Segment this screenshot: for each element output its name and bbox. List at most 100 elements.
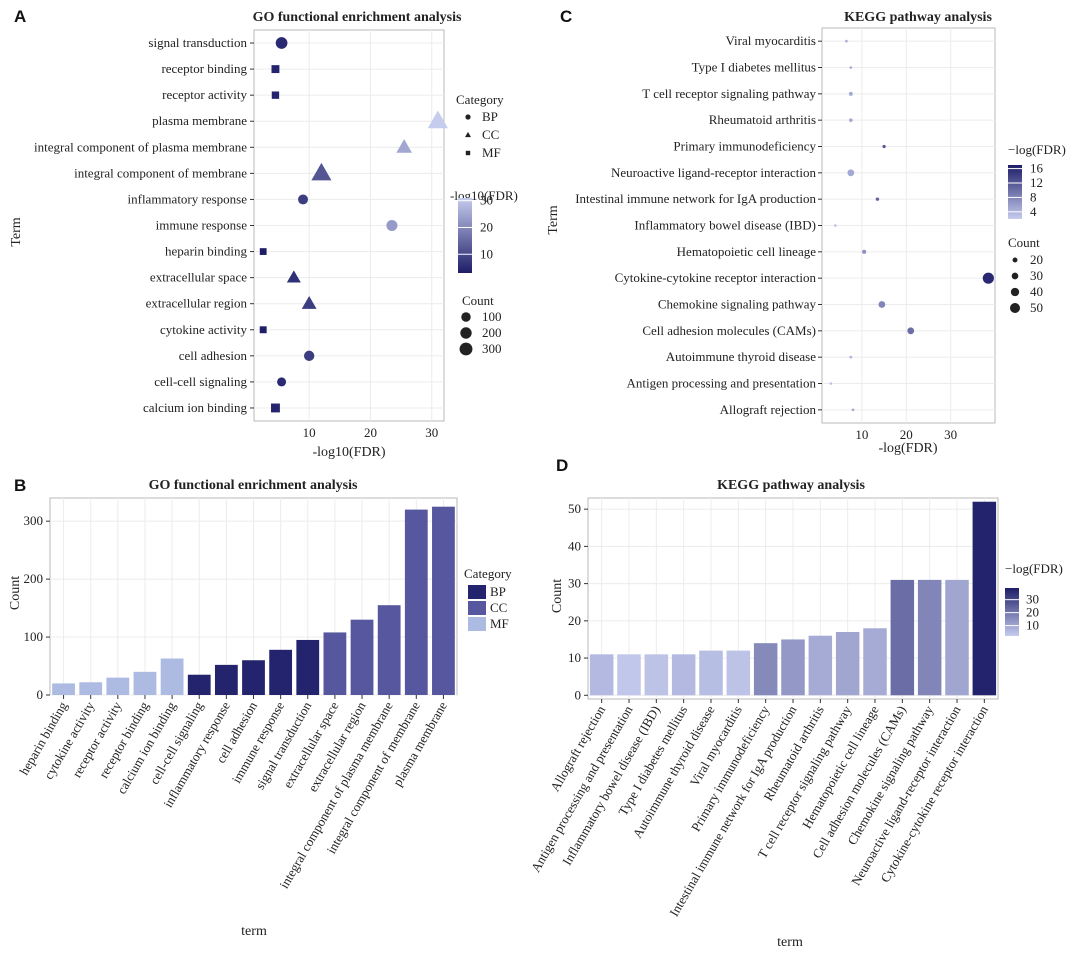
panel-c-colorbar-label: 4 bbox=[1030, 204, 1037, 219]
panel-c-point bbox=[878, 301, 886, 308]
panel-a-term-label: cell adhesion bbox=[179, 348, 248, 363]
panel-b-ytick-label: 0 bbox=[37, 687, 44, 702]
panel-a-term-label: receptor activity bbox=[162, 87, 247, 102]
panel-d-bar bbox=[890, 579, 915, 696]
panel-d-bar bbox=[753, 643, 778, 696]
panel-d-colorbar bbox=[1005, 588, 1019, 636]
panel-a-legend-size-key bbox=[461, 312, 471, 322]
panel-b-title: GO functional enrichment analysis bbox=[149, 478, 358, 493]
panel-a-legend-size-key bbox=[460, 327, 472, 339]
panel-a-term-label: calcium ion binding bbox=[143, 400, 247, 415]
panel-d-bar bbox=[917, 579, 942, 696]
panel-d-ylabel: Count bbox=[550, 579, 565, 613]
panel-c-term-label: T cell receptor signaling pathway bbox=[642, 86, 816, 101]
panel-c-legend-size-key bbox=[1009, 302, 1021, 314]
panel-d-bar bbox=[589, 654, 614, 696]
panel-a-legend-size-label: 200 bbox=[482, 325, 502, 340]
panel-c-colorbar-label: 16 bbox=[1030, 161, 1044, 176]
panel-a-point bbox=[386, 219, 398, 232]
panel-c-point bbox=[875, 197, 880, 201]
panel-a-xlabel: -log10(FDR) bbox=[312, 445, 385, 460]
panel-b-bar bbox=[133, 671, 157, 695]
panel-b-bar bbox=[404, 509, 428, 695]
panel-c-xtick-label: 10 bbox=[855, 427, 868, 442]
panel-a-legend-size-title: Count bbox=[462, 293, 494, 308]
panel-a-legend-category-key bbox=[465, 131, 471, 138]
panel-d-title: KEGG pathway analysis bbox=[717, 478, 865, 493]
panel-c-term-label: Cell adhesion molecules (CAMs) bbox=[642, 323, 816, 338]
panel-a-point bbox=[304, 350, 315, 361]
panel-c-term-label: Chemokine signaling pathway bbox=[658, 297, 817, 312]
panel-c-term-label: Inflammatory bowel disease (IBD) bbox=[634, 218, 816, 233]
panel-a-legend-size-label: 100 bbox=[482, 309, 502, 324]
panel-d-bar bbox=[808, 635, 833, 696]
panel-a-legend-category-title: Category bbox=[456, 92, 504, 107]
panel-c-term-label: Allograft rejection bbox=[720, 402, 817, 417]
panel-b-legend-key bbox=[468, 601, 486, 615]
panel-a-legend-category-key bbox=[465, 114, 471, 120]
panel-c-kegg-dot-plot: KEGG pathway analysis Term -log(FDR) −lo… bbox=[546, 10, 1066, 456]
panel-c-point bbox=[848, 91, 853, 96]
panel-b-legend-label: MF bbox=[490, 616, 509, 631]
panel-a-ylabel: Term bbox=[9, 217, 24, 246]
panel-a-term-label: immune response bbox=[156, 218, 248, 233]
panel-a-term-label: heparin binding bbox=[165, 244, 247, 259]
panel-a-legend-category-key bbox=[465, 150, 471, 156]
panel-b-legend-title: Category bbox=[464, 566, 512, 581]
panel-c-colorbar-label: 12 bbox=[1030, 175, 1043, 190]
panel-a-colorbar bbox=[458, 198, 472, 273]
panel-d-bar bbox=[835, 632, 860, 696]
panel-b-ylabel: Count bbox=[8, 576, 23, 610]
panel-c-legend-size-label: 30 bbox=[1030, 268, 1043, 283]
panel-a-point bbox=[286, 270, 301, 283]
panel-d-ytick-label: 30 bbox=[568, 576, 581, 591]
panel-d-xlabel: term bbox=[777, 935, 803, 950]
panel-b-legend-label: BP bbox=[490, 584, 506, 599]
panel-c-legend-size-key bbox=[1010, 287, 1020, 297]
panel-b-bar bbox=[432, 506, 455, 695]
panel-b-bar bbox=[323, 632, 347, 695]
panel-d-bar bbox=[863, 628, 887, 696]
panel-d-bar bbox=[726, 650, 751, 696]
panel-a-term-label: integral component of plasma membrane bbox=[34, 139, 247, 154]
panel-c-point bbox=[844, 39, 848, 43]
panel-a-go-dot-plot: GO functional enrichment analysis Term -… bbox=[9, 10, 518, 460]
panel-d-kegg-bar-chart: KEGG pathway analysis Count term −log(FD… bbox=[528, 478, 1063, 950]
panel-a-legend-size-label: 300 bbox=[482, 341, 502, 356]
panel-a-point bbox=[427, 110, 448, 129]
panel-d-colorbar-label: 10 bbox=[1026, 618, 1039, 633]
panel-c-term-label: Hematopoietic cell lineage bbox=[677, 244, 817, 259]
panel-a-term-label: integral component of membrane bbox=[74, 165, 247, 180]
panel-c-term-label: Primary immunodeficiency bbox=[673, 139, 816, 154]
panel-b-legend-key bbox=[468, 585, 486, 599]
panel-c-term-label: Rheumatoid arthritis bbox=[709, 112, 816, 127]
panel-d-bar bbox=[699, 650, 723, 696]
panel-b-bar bbox=[242, 660, 265, 695]
panel-a-term-label: receptor binding bbox=[161, 61, 247, 76]
panel-c-point bbox=[907, 327, 915, 335]
panel-a-term-label: cell-cell signaling bbox=[154, 374, 247, 389]
panel-c-legend-size-label: 20 bbox=[1030, 252, 1043, 267]
panel-c-legend-size-key bbox=[1012, 257, 1018, 263]
panel-b-legend-key bbox=[468, 617, 486, 631]
panel-c-colorbar bbox=[1008, 165, 1022, 219]
panel-d-bar bbox=[644, 654, 669, 696]
panel-c-point bbox=[849, 66, 853, 69]
panel-c-term-label: Cytokine-cytokine receptor interaction bbox=[615, 270, 817, 285]
panel-a-point bbox=[298, 194, 308, 205]
panel-letter-a: A bbox=[14, 7, 26, 26]
panel-d-ytick-label: 40 bbox=[568, 538, 581, 553]
panel-a-term-label: extracellular region bbox=[146, 296, 248, 311]
panel-d-bar bbox=[617, 654, 641, 696]
panel-a-term-label: signal transduction bbox=[148, 35, 247, 50]
panel-a-point bbox=[271, 65, 280, 74]
panel-c-point bbox=[847, 169, 855, 177]
panel-b-ytick-label: 200 bbox=[24, 571, 44, 586]
panel-a-term-label: cytokine activity bbox=[160, 322, 248, 337]
panel-a-point bbox=[311, 162, 332, 181]
panel-a-term-label: inflammatory response bbox=[128, 191, 248, 206]
panel-c-point bbox=[862, 249, 867, 254]
panel-c-term-label: Viral myocarditis bbox=[725, 33, 816, 48]
panel-b-bar bbox=[377, 605, 401, 695]
panel-b-bar bbox=[79, 682, 103, 695]
